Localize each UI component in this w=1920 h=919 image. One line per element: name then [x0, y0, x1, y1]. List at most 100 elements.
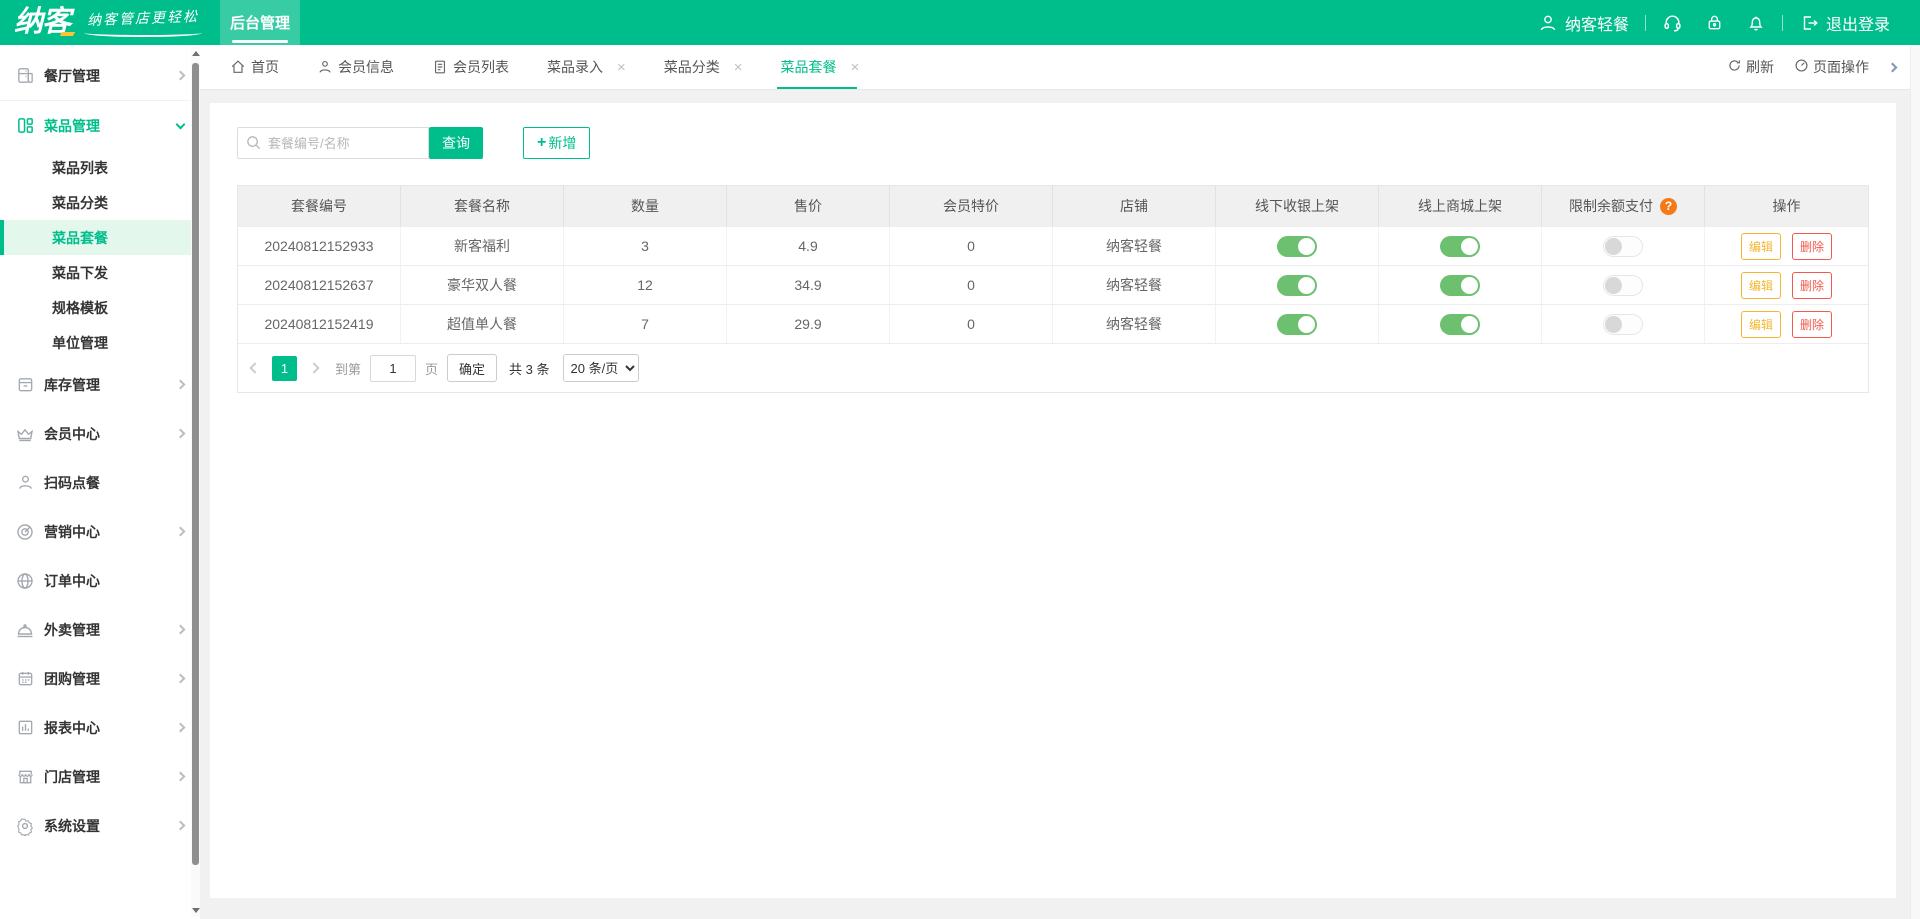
sidebar-item-settings[interactable]: 系统设置 [0, 801, 200, 850]
chevron-right-icon [175, 771, 186, 782]
user-menu[interactable]: 纳客轻餐 [1538, 11, 1629, 35]
restaurant-icon [15, 66, 35, 86]
mall-shelf-toggle[interactable] [1440, 274, 1480, 296]
goto-page-input[interactable] [370, 354, 417, 382]
edit-button[interactable]: 编辑 [1740, 271, 1781, 299]
next-page-icon[interactable] [308, 362, 320, 374]
pos-shelf-toggle[interactable] [1277, 313, 1317, 335]
home-icon [230, 59, 246, 75]
sidebar-item-spec-template[interactable]: 规格模板 [0, 290, 200, 325]
current-page-button[interactable]: 1 [272, 355, 297, 381]
edit-button[interactable]: 编辑 [1740, 232, 1781, 260]
close-icon[interactable]: × [850, 58, 860, 76]
refresh-button[interactable]: 刷新 [1727, 57, 1774, 77]
cell-store: 纳客轻餐 [1053, 304, 1216, 343]
tab-dish-category[interactable]: 菜品分类 × [664, 45, 743, 89]
lock-icon[interactable] [1705, 13, 1724, 32]
chevron-down-icon [175, 119, 186, 129]
sidebar-item-restaurant[interactable]: 餐厅管理 [0, 51, 200, 100]
column-header: 数量 [564, 186, 727, 226]
sidebar-item-label: 菜品管理 [44, 117, 100, 134]
search-input[interactable] [237, 127, 429, 159]
cell-combo-code: 20240812152933 [238, 226, 401, 265]
sidebar-item-unit-management[interactable]: 单位管理 [0, 325, 200, 360]
balance-limit-toggle[interactable] [1603, 235, 1643, 257]
tab-member-list[interactable]: 会员列表 [432, 45, 509, 89]
sidebar-item-scan-order[interactable]: 扫码点餐 [0, 458, 200, 507]
close-icon[interactable]: × [733, 58, 743, 76]
delete-button[interactable]: 删除 [1792, 271, 1833, 299]
pos-shelf-toggle[interactable] [1277, 274, 1317, 296]
sidebar-item-label: 营销中心 [44, 523, 100, 540]
chevron-right-icon [175, 820, 186, 831]
balance-limit-toggle[interactable] [1603, 313, 1643, 335]
pos-shelf-toggle[interactable] [1277, 235, 1317, 257]
tab-member-info[interactable]: 会员信息 [317, 45, 394, 89]
scroll-up-icon[interactable] [192, 51, 200, 56]
sidebar-item-inventory[interactable]: 库存管理 [0, 360, 200, 409]
tab-dish-combo[interactable]: 菜品套餐 × [776, 45, 860, 89]
sidebar-item-reports[interactable]: 报表中心 [0, 703, 200, 752]
sidebar-scrollbar[interactable] [191, 47, 200, 917]
edit-button[interactable]: 编辑 [1740, 310, 1781, 338]
chevron-right-icon [175, 624, 186, 635]
sidebar-item-members[interactable]: 会员中心 [0, 409, 200, 458]
balance-limit-toggle[interactable] [1603, 274, 1643, 296]
brand-tagline: 纳客管店更轻松 [86, 8, 200, 28]
chevron-right-icon [175, 526, 186, 537]
mall-shelf-toggle[interactable] [1440, 235, 1480, 257]
sidebar-item-label: 团购管理 [44, 670, 100, 687]
cell-combo-code: 20240812152637 [238, 265, 401, 304]
sidebar-item-label: 会员中心 [44, 425, 100, 442]
sidebar-item-marketing[interactable]: 营销中心 [0, 507, 200, 556]
column-header: 会员特价 [890, 186, 1053, 226]
sidebar-item-dish-combo[interactable]: 菜品套餐 [0, 220, 200, 255]
chevron-right-icon [175, 70, 186, 81]
add-button[interactable]: + 新增 [523, 127, 591, 159]
header-nav-backend[interactable]: 后台管理 [220, 0, 301, 45]
sidebar-item-takeout[interactable]: 外卖管理 [0, 605, 200, 654]
sidebar-item-dish-category[interactable]: 菜品分类 [0, 185, 200, 220]
mall-shelf-toggle[interactable] [1440, 313, 1480, 335]
target-icon [15, 522, 35, 542]
delete-button[interactable]: 删除 [1792, 310, 1833, 338]
sidebar-scrollbar-thumb[interactable] [192, 63, 199, 865]
sidebar-item-dish-dispatch[interactable]: 菜品下发 [0, 255, 200, 290]
goto-confirm-button[interactable]: 确定 [447, 354, 498, 382]
tab-label: 会员列表 [453, 59, 509, 75]
prev-page-icon[interactable] [249, 362, 261, 374]
sidebar: 餐厅管理 菜品管理 菜品列表 菜品分类 菜品套餐 菜品下发 规格模板 单位管理 … [0, 45, 200, 919]
delete-button[interactable]: 删除 [1792, 232, 1833, 260]
combo-table: 套餐编号 套餐名称 数量 售价 会员特价 店铺 线下收银上架 线上商城上架 限制… [237, 185, 1869, 393]
cell-price: 4.9 [727, 226, 890, 265]
cell-member-price: 0 [890, 265, 1053, 304]
sidebar-item-dish-list[interactable]: 菜品列表 [0, 150, 200, 185]
query-button[interactable]: 查询 [429, 127, 483, 159]
brand-tagline-underline [84, 29, 203, 37]
sidebar-subitem-label: 菜品下发 [52, 264, 108, 281]
sidebar-item-stores[interactable]: 门店管理 [0, 752, 200, 801]
app-header: 纳客 纳客管店更轻松 后台管理 纳客轻餐 [0, 0, 1920, 45]
page-size-select[interactable]: 20 条/页 [562, 354, 639, 382]
close-icon[interactable]: × [617, 58, 626, 76]
chevron-right-icon[interactable] [1887, 62, 1898, 72]
page-operations-label: 页面操作 [1813, 59, 1869, 75]
page-scrollbar[interactable] [1910, 45, 1920, 919]
column-header: 店铺 [1053, 186, 1216, 226]
page-operations-button[interactable]: 页面操作 [1794, 57, 1869, 77]
column-header: 操作 [1705, 186, 1868, 226]
tab-dish-entry[interactable]: 菜品录入 × [547, 45, 626, 89]
person-icon [15, 473, 35, 493]
column-header: 套餐编号 [238, 186, 401, 226]
scroll-down-icon[interactable] [192, 908, 200, 913]
support-headset-icon[interactable] [1662, 12, 1683, 33]
sidebar-item-orders[interactable]: 订单中心 [0, 556, 200, 605]
sidebar-item-group-buy[interactable]: 团购管理 [0, 654, 200, 703]
help-icon[interactable]: ? [1660, 197, 1677, 215]
content-panel: 查询 + 新增 套餐编号 套餐名称 数量 售价 会员特价 店铺 线下收银上架 线… [210, 103, 1896, 898]
sidebar-item-dishes[interactable]: 菜品管理 [0, 101, 200, 150]
main-area: 首页 会员信息 会员列表 菜品录入 × 菜品分类 × [200, 45, 1920, 919]
tab-home[interactable]: 首页 [230, 45, 279, 89]
bell-icon[interactable] [1746, 13, 1766, 33]
logout-button[interactable]: 退出登录 [1799, 11, 1890, 35]
